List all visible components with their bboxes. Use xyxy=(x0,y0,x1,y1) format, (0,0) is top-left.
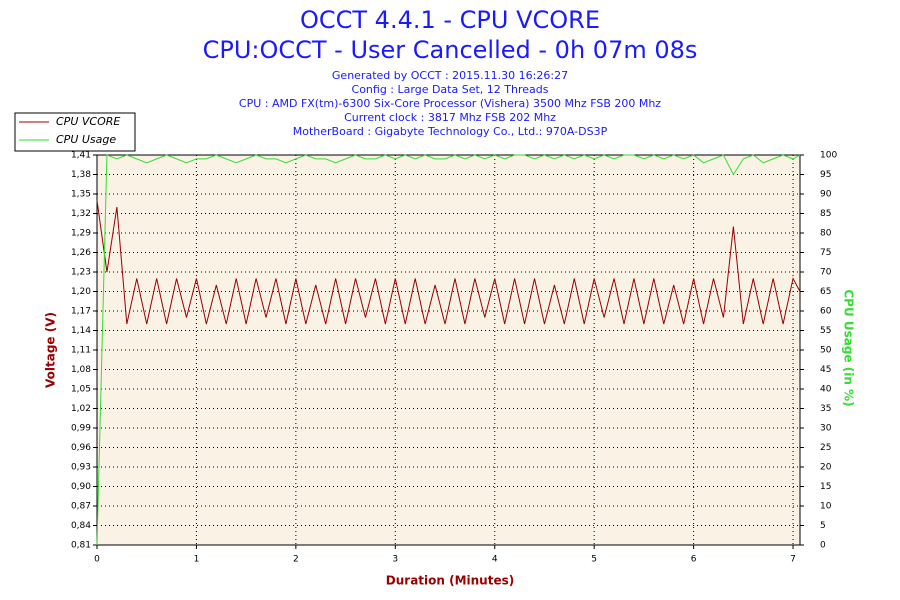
y-axis-label: Voltage (V) xyxy=(44,312,58,388)
y-tick-label: 0,93 xyxy=(71,463,91,473)
y2-tick-label: 100 xyxy=(820,151,837,161)
x-tick-label: 5 xyxy=(591,555,597,565)
info-line: CPU : AMD FX(tm)-6300 Six-Core Processor… xyxy=(239,97,661,110)
y2-tick-label: 65 xyxy=(820,287,831,297)
info-line: Current clock : 3817 Mhz FSB 202 Mhz xyxy=(344,111,556,124)
x-tick-label: 0 xyxy=(94,555,100,565)
y2-tick-label: 10 xyxy=(820,502,832,512)
y-tick-label: 1,20 xyxy=(71,287,91,297)
y2-tick-label: 30 xyxy=(820,424,832,434)
legend-box xyxy=(14,112,136,152)
y-tick-label: 0,99 xyxy=(71,424,91,434)
y-tick-label: 1,05 xyxy=(71,385,91,395)
y2-tick-label: 50 xyxy=(820,346,832,356)
y-tick-label: 1,29 xyxy=(71,229,91,239)
y-tick-label: 1,38 xyxy=(71,170,91,180)
y-tick-label: 0,90 xyxy=(71,482,91,492)
series-line xyxy=(96,200,801,325)
y-tick-label: 1,08 xyxy=(71,365,91,375)
y2-tick-label: 85 xyxy=(820,209,831,219)
y2-tick-label: 40 xyxy=(820,385,832,395)
y2-tick-label: 35 xyxy=(820,404,831,414)
y2-tick-label: 5 xyxy=(820,521,826,531)
x-tick-label: 1 xyxy=(194,555,200,565)
y-tick-label: 1,02 xyxy=(71,404,91,414)
legend-label: CPU Usage xyxy=(56,133,116,146)
x-tick-label: 3 xyxy=(392,555,398,565)
x-tick-label: 6 xyxy=(691,555,697,565)
plot-area xyxy=(97,155,800,545)
y-tick-label: 1,11 xyxy=(71,346,91,356)
y2-tick-label: 80 xyxy=(820,229,832,239)
y-tick-label: 0,87 xyxy=(71,502,91,512)
y2-tick-label: 15 xyxy=(820,482,831,492)
x-tick-label: 7 xyxy=(790,555,796,565)
y2-tick-label: 70 xyxy=(820,268,832,278)
info-line: Generated by OCCT : 2015.11.30 16:26:27 xyxy=(332,69,568,82)
x-axis-label: Duration (Minutes) xyxy=(386,574,514,588)
chart-title: OCCT 4.4.1 - CPU VCORE xyxy=(300,6,600,34)
y-tick-label: 0,96 xyxy=(71,443,91,453)
y2-tick-label: 0 xyxy=(820,541,826,551)
y2-axis-label: CPU Usage (in %) xyxy=(842,289,856,406)
y-tick-label: 1,32 xyxy=(71,209,91,219)
y-tick-label: 1,26 xyxy=(71,248,91,258)
y2-tick-label: 45 xyxy=(820,365,831,375)
plot-frame xyxy=(96,154,801,546)
y2-tick-label: 60 xyxy=(820,307,832,317)
legend-label: CPU VCORE xyxy=(56,115,120,128)
y-tick-label: 1,17 xyxy=(71,307,91,317)
y2-tick-label: 95 xyxy=(820,170,831,180)
y-tick-label: 1,35 xyxy=(71,190,91,200)
y-tick-label: 0,84 xyxy=(71,521,91,531)
y-tick-label: 1,41 xyxy=(71,151,91,161)
y-tick-label: 0,81 xyxy=(71,541,91,551)
y2-tick-label: 25 xyxy=(820,443,831,453)
y2-tick-label: 55 xyxy=(820,326,831,336)
info-line: MotherBoard : Gigabyte Technology Co., L… xyxy=(293,125,608,138)
x-tick-label: 2 xyxy=(293,555,299,565)
x-tick-label: 4 xyxy=(492,555,498,565)
chart-subtitle: CPU:OCCT - User Cancelled - 0h 07m 08s xyxy=(203,36,698,64)
y-tick-label: 1,14 xyxy=(71,326,91,336)
y-tick-label: 1,23 xyxy=(71,268,91,278)
y2-tick-label: 20 xyxy=(820,463,832,473)
y2-tick-label: 75 xyxy=(820,248,831,258)
y2-tick-label: 90 xyxy=(820,190,832,200)
series-line xyxy=(96,154,801,546)
info-line: Config : Large Data Set, 12 Threads xyxy=(352,83,549,96)
